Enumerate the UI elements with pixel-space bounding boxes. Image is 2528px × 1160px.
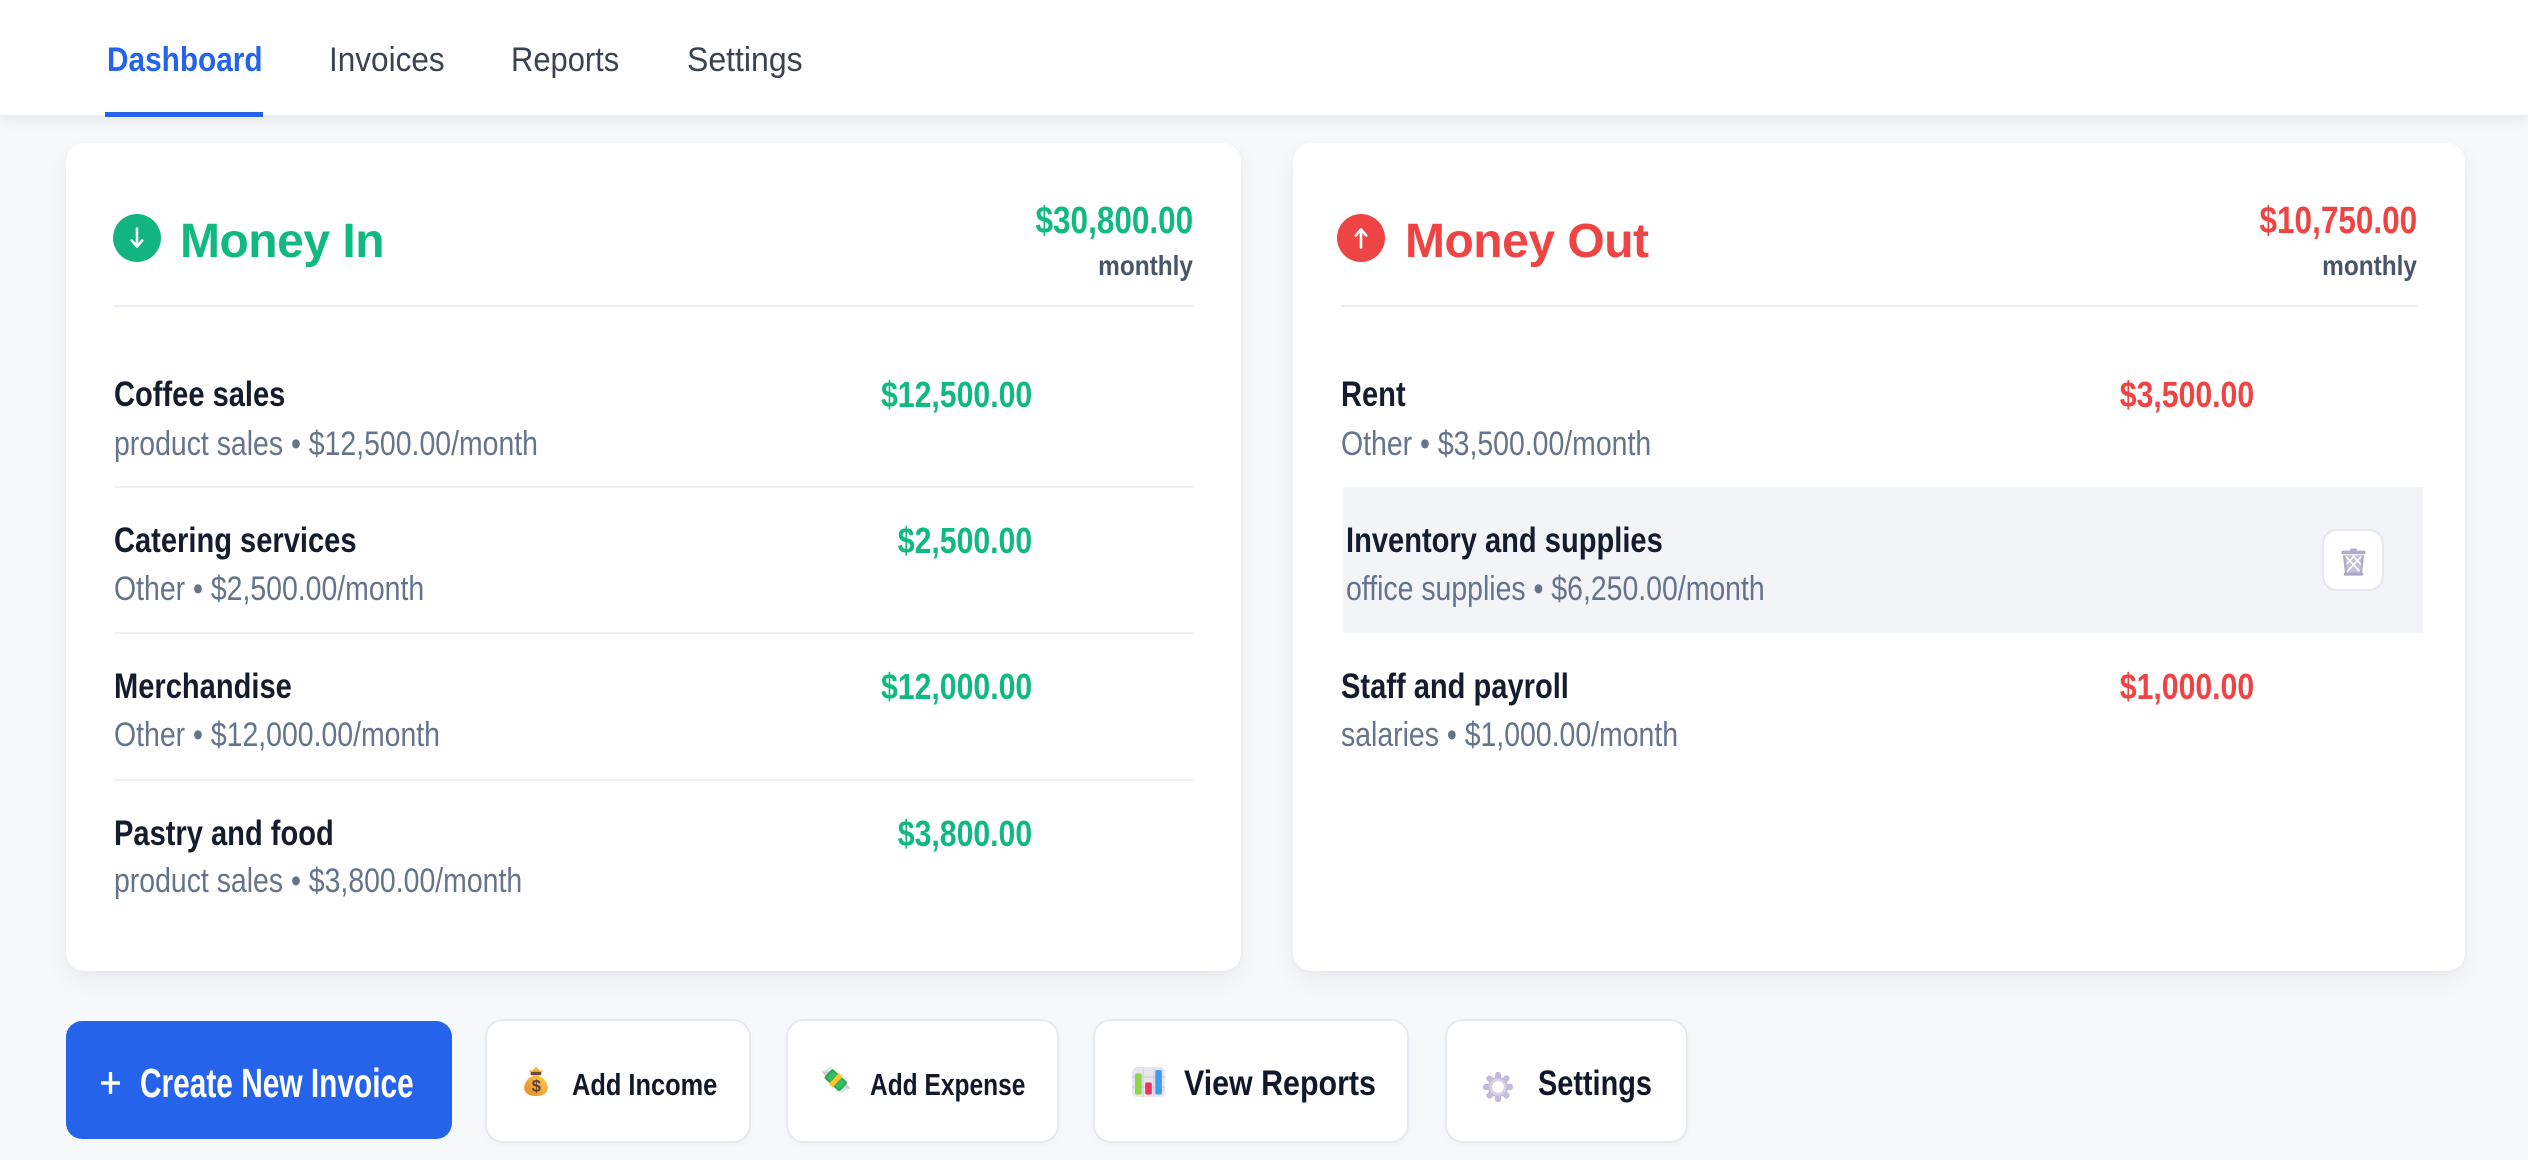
- svg-text:$: $: [532, 1078, 541, 1096]
